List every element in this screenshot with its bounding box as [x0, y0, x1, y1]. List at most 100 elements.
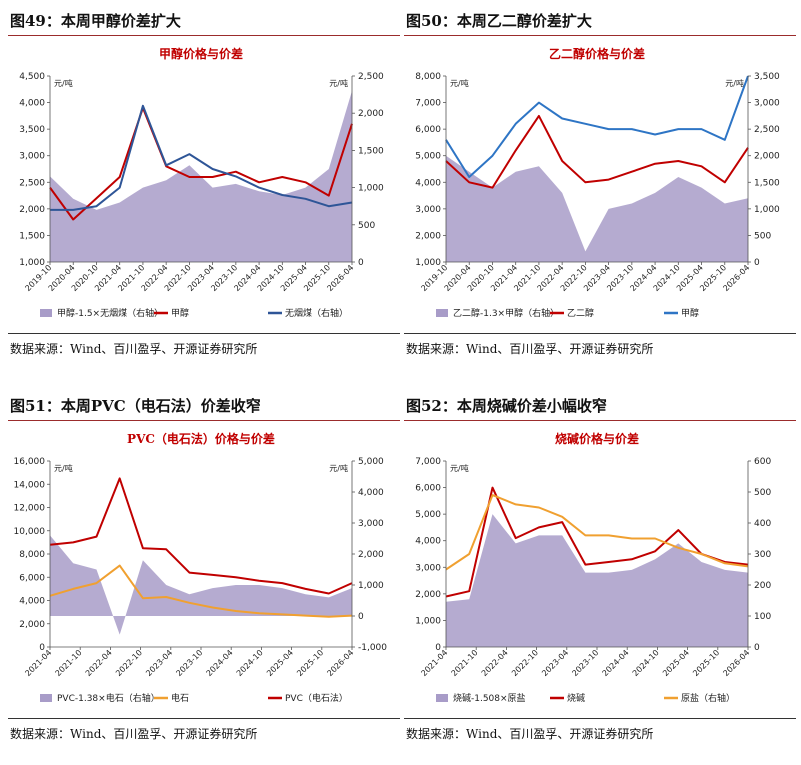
x-tick-label: 2026-04 [721, 648, 751, 678]
left-tick-label: 6,000 [415, 484, 441, 494]
series-line [50, 104, 353, 211]
left-tick-label: 0 [39, 643, 45, 653]
right-unit-label: 元/吨 [329, 463, 348, 473]
right-tick-label: 1,000 [754, 205, 780, 215]
source-rule [404, 718, 796, 719]
legend-label: 原盐（右轴） [681, 692, 735, 704]
figure-title: 图50：本周乙二醇价差扩大 [406, 12, 592, 30]
left-tick-label: 4,000 [415, 178, 441, 188]
x-tick-label: 2021-10 [450, 648, 480, 678]
right-tick-label: 2,500 [358, 72, 384, 82]
panel-pvc: 图51：本周PVC（电石法）价差收窄 PVC（电石法）价格与价差 元/吨 元/吨 0 2… [8, 393, 400, 765]
legend-label: 甲醇 [171, 307, 189, 319]
x-tick-label: 2023-04 [540, 648, 570, 678]
right-tick-label: 1,000 [358, 581, 384, 591]
right-tick-label: 5,000 [358, 457, 384, 467]
left-tick-label: 3,000 [415, 563, 441, 573]
right-tick-label: 1,000 [358, 184, 384, 194]
legend-label: 无烟煤（右轴） [285, 307, 348, 319]
series-line [445, 494, 749, 571]
title-rule [404, 35, 796, 36]
legend-label: 甲醇-1.5×无烟煤（右轴） [57, 307, 163, 319]
x-tick-label: 2022-04 [480, 648, 510, 678]
panel-caustic-soda: 图52：本周烧碱价差小幅收窄 烧碱价格与价差 元/吨 0 1,000 2,000 3,00… [404, 393, 796, 765]
right-tick-label: 500 [358, 221, 375, 231]
x-tick-label: 2026-04 [325, 648, 355, 678]
series-line [49, 564, 353, 618]
x-tick-label: 2023-04 [144, 648, 174, 678]
legend-label: 电石 [171, 692, 189, 704]
right-tick-label: 2,000 [358, 550, 384, 560]
left-unit-label: 元/吨 [54, 78, 73, 88]
figure-title: 图49：本周甲醇价差扩大 [10, 12, 181, 30]
chart-title: 乙二醇价格与价差 [549, 46, 645, 61]
title-rule [8, 420, 400, 421]
left-tick-label: 3,500 [19, 125, 45, 135]
right-tick-label: 2,500 [754, 125, 780, 135]
panel-ethylene-glycol: 图50：本周乙二醇价差扩大 乙二醇价格与价差 元/吨 元/吨 1,000 2,000 3,… [404, 8, 796, 380]
series-line [49, 477, 353, 595]
right-tick-label: 500 [754, 231, 771, 241]
figure-title: 图51：本周PVC（电石法）价差收窄 [10, 397, 261, 415]
right-tick-label: 1,500 [358, 146, 384, 156]
left-tick-label: 3,000 [19, 152, 45, 162]
left-tick-label: 4,000 [415, 537, 441, 547]
legend-label: 甲醇 [681, 307, 699, 319]
right-tick-label: 3,000 [358, 519, 384, 529]
left-tick-label: 1,000 [415, 616, 441, 626]
left-tick-label: 10,000 [14, 527, 46, 537]
source-note: 数据来源：Wind、百川盈孚、开源证券研究所 [406, 727, 654, 741]
right-tick-label: 100 [754, 612, 771, 622]
series-line [445, 75, 749, 178]
x-tick-label: 2024-04 [205, 648, 235, 678]
x-tick-label: 2023-10 [570, 648, 600, 678]
right-tick-label: 3,500 [754, 72, 780, 82]
right-tick-label: 400 [754, 519, 771, 529]
figure-title: 图52：本周烧碱价差小幅收窄 [406, 397, 607, 415]
chart-title: PVC（电石法）价格与价差 [127, 431, 275, 446]
source-note: 数据来源：Wind、百川盈孚、开源证券研究所 [10, 727, 258, 741]
legend-label: 乙二醇 [567, 307, 594, 319]
right-tick-label: 200 [754, 581, 771, 591]
x-tick-label: 2024-10 [235, 648, 265, 678]
right-tick-label: 3,000 [754, 99, 780, 109]
left-tick-label: 8,000 [19, 550, 45, 560]
left-tick-label: 14,000 [14, 480, 46, 490]
legend-label: 烧碱-1.508×原盐 [453, 692, 526, 704]
x-tick-label: 2021-10 [54, 648, 84, 678]
source-rule [8, 718, 400, 719]
right-tick-label: 0 [358, 612, 364, 622]
source-note: 数据来源：Wind、百川盈孚、开源证券研究所 [406, 342, 654, 356]
legend-swatch [40, 309, 52, 317]
left-tick-label: 3,000 [415, 205, 441, 215]
title-rule [404, 420, 796, 421]
x-tick-label: 2025-04 [265, 648, 295, 678]
x-tick-label: 2025-10 [295, 648, 325, 678]
left-tick-label: 2,000 [415, 231, 441, 241]
x-tick-label: 2023-10 [174, 648, 204, 678]
series-line [49, 106, 353, 221]
left-unit-label: 元/吨 [450, 78, 469, 88]
chart-title: 甲醇价格与价差 [159, 46, 243, 61]
right-unit-label: 元/吨 [329, 78, 348, 88]
right-tick-label: -1,000 [358, 643, 387, 653]
legend-label: PVC-1.38×电石（右轴） [57, 692, 160, 704]
left-tick-label: 2,000 [415, 590, 441, 600]
left-tick-label: 12,000 [14, 504, 46, 514]
left-tick-label: 8,000 [415, 72, 441, 82]
x-tick-label: 2025-04 [661, 648, 691, 678]
left-tick-label: 5,000 [415, 152, 441, 162]
left-tick-label: 5,000 [415, 510, 441, 520]
left-tick-label: 6,000 [415, 125, 441, 135]
legend-label: 烧碱 [567, 692, 585, 704]
legend-label: PVC（电石法） [285, 692, 348, 704]
legend-swatch [436, 694, 448, 702]
source-rule [404, 333, 796, 334]
series-area [446, 155, 748, 262]
right-tick-label: 0 [358, 258, 364, 268]
legend-swatch [40, 694, 52, 702]
